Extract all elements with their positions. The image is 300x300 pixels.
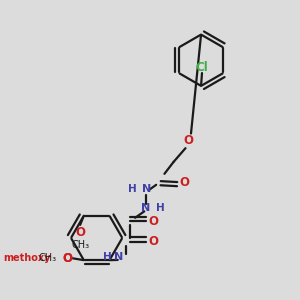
Text: O: O (183, 134, 193, 147)
Text: N: N (142, 203, 151, 213)
Text: H: H (156, 203, 165, 213)
Text: O: O (75, 226, 85, 239)
Text: Cl: Cl (196, 61, 208, 74)
Text: CH₃: CH₃ (71, 240, 89, 250)
Text: O: O (180, 176, 190, 189)
Text: O: O (148, 235, 158, 248)
Text: methoxy: methoxy (3, 253, 51, 263)
Text: CH₃: CH₃ (38, 253, 56, 263)
Text: H: H (128, 184, 137, 194)
Text: N: N (114, 252, 123, 262)
Text: O: O (62, 252, 72, 265)
Text: O: O (148, 215, 158, 228)
Text: N: N (142, 184, 152, 194)
Text: H: H (103, 252, 112, 262)
Text: O: O (62, 252, 72, 265)
